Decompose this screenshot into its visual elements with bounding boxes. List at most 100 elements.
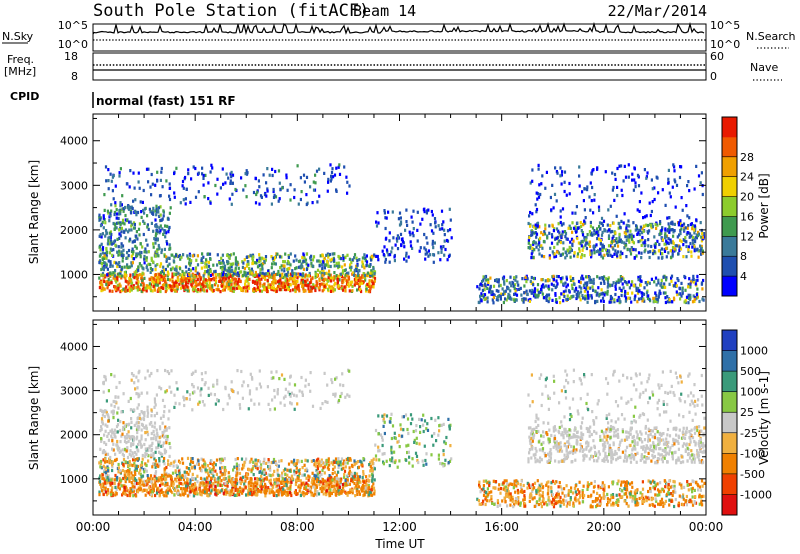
data-cell — [359, 279, 362, 283]
data-cell — [674, 281, 677, 285]
data-cell — [600, 233, 604, 237]
data-cell — [311, 258, 315, 262]
data-cell — [259, 281, 262, 285]
data-cell — [529, 210, 532, 215]
data-cell — [215, 279, 218, 283]
data-cell — [397, 217, 400, 221]
data-cell — [124, 488, 127, 492]
data-cell — [409, 233, 412, 237]
data-cell — [351, 280, 354, 284]
data-cell — [179, 481, 182, 486]
data-cell — [531, 168, 534, 172]
data-cell — [562, 299, 565, 303]
data-cell — [384, 260, 387, 264]
data-cell — [326, 259, 329, 264]
data-cell — [321, 461, 325, 465]
data-cell — [167, 227, 170, 231]
data-cell — [690, 250, 693, 254]
data-cell — [405, 208, 408, 212]
data-cell — [289, 485, 292, 489]
data-cell — [155, 276, 158, 280]
data-cell — [344, 465, 347, 469]
data-cell — [277, 284, 280, 289]
data-cell — [187, 472, 190, 476]
data-cell — [171, 490, 174, 495]
data-cell — [161, 269, 164, 273]
data-cell — [640, 243, 643, 247]
data-cell — [691, 238, 694, 242]
data-cell — [342, 258, 345, 262]
data-cell — [138, 186, 141, 190]
data-cell — [236, 260, 239, 264]
data-cell — [581, 248, 584, 252]
data-cell — [351, 464, 354, 469]
data-cell — [325, 493, 328, 497]
data-cell — [564, 235, 567, 239]
data-cell — [670, 279, 673, 283]
data-cell — [147, 476, 150, 480]
data-cell — [196, 271, 199, 275]
data-cell — [355, 281, 358, 285]
data-cell — [108, 235, 111, 239]
data-cell — [527, 241, 530, 245]
data-cell — [688, 189, 691, 193]
data-cell — [295, 478, 298, 482]
data-cell — [365, 287, 368, 291]
data-cell — [106, 267, 109, 271]
data-cell — [533, 287, 537, 291]
data-cell — [160, 285, 163, 290]
data-cell — [653, 249, 656, 253]
data-cell — [119, 234, 122, 238]
data-cell — [683, 228, 686, 232]
data-cell — [499, 283, 502, 287]
data-cell — [235, 471, 238, 475]
data-cell — [564, 250, 567, 254]
data-cell — [132, 171, 135, 175]
data-cell — [601, 243, 604, 247]
data-cell — [643, 250, 646, 254]
data-cell — [575, 286, 578, 290]
data-cell — [513, 292, 516, 296]
data-cell — [477, 300, 480, 304]
data-cell — [256, 286, 259, 290]
data-cell — [561, 252, 564, 256]
data-cell — [178, 481, 181, 485]
data-cell — [637, 297, 641, 301]
data-cell — [329, 264, 332, 269]
data-cell — [234, 259, 237, 263]
data-cell — [101, 232, 104, 236]
data-cell — [644, 248, 647, 252]
data-cell — [337, 477, 340, 482]
data-cell — [666, 295, 669, 299]
data-cell — [351, 289, 354, 293]
data-cell — [490, 291, 493, 295]
data-cell — [99, 224, 103, 228]
data-cell — [364, 481, 367, 485]
data-cell — [215, 489, 218, 493]
data-cell — [676, 235, 679, 239]
data-cell — [597, 230, 600, 234]
data-cell — [256, 281, 259, 285]
data-cell — [482, 275, 485, 279]
data-cell — [213, 270, 216, 274]
data-cell — [305, 175, 309, 179]
data-cell — [124, 273, 127, 277]
data-cell — [277, 199, 280, 203]
data-cell — [302, 481, 305, 485]
data-cell — [668, 282, 671, 286]
data-cell — [584, 297, 587, 301]
data-cell — [598, 250, 601, 254]
data-cell — [135, 230, 138, 234]
data-cell — [177, 484, 180, 489]
data-cell — [216, 177, 219, 181]
data-cell — [347, 275, 350, 279]
data-cell — [320, 263, 324, 267]
data-cell — [153, 457, 156, 461]
nave-tick-low: 0 — [710, 70, 717, 83]
data-cell — [159, 218, 162, 222]
data-cell — [256, 265, 260, 269]
data-cell — [446, 258, 449, 262]
data-cell — [239, 279, 242, 284]
data-cell — [631, 237, 634, 241]
data-cell — [110, 232, 113, 237]
